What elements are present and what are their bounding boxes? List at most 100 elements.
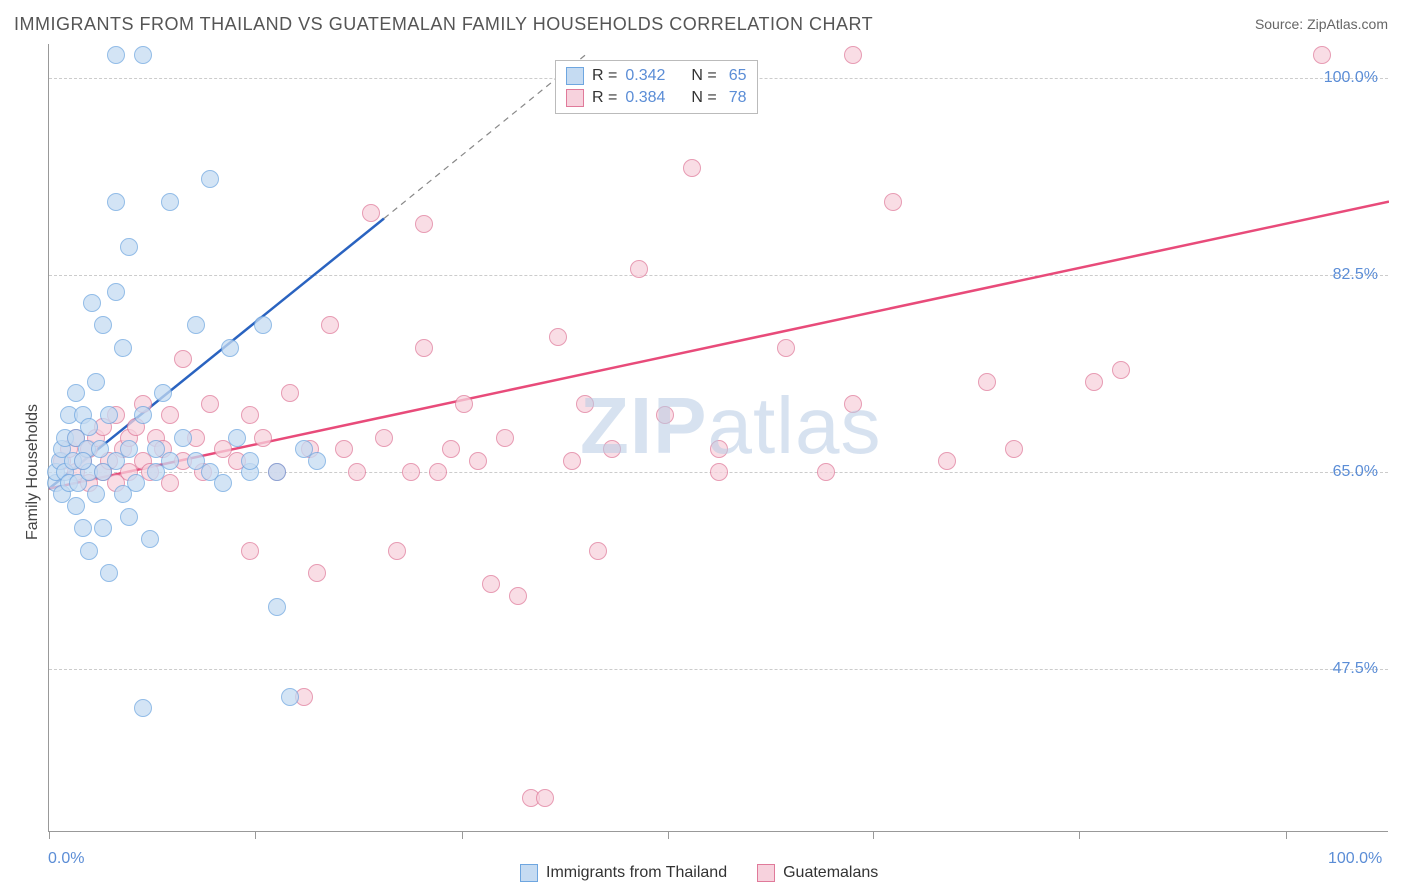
guatemalans-point bbox=[348, 463, 366, 481]
thailand-point bbox=[228, 429, 246, 447]
x-tick bbox=[873, 831, 874, 839]
thailand-point bbox=[308, 452, 326, 470]
source-name: ZipAtlas.com bbox=[1307, 16, 1388, 32]
x-tick bbox=[462, 831, 463, 839]
guatemalans-point bbox=[777, 339, 795, 357]
guatemalans-point bbox=[335, 440, 353, 458]
guatemalans-point bbox=[603, 440, 621, 458]
thailand-point bbox=[120, 508, 138, 526]
x-axis-label: 0.0% bbox=[48, 850, 84, 868]
source-label: Source: bbox=[1255, 16, 1307, 32]
guatemalans-point bbox=[415, 215, 433, 233]
thailand-point bbox=[174, 429, 192, 447]
legend-label: Guatemalans bbox=[783, 864, 878, 882]
guatemalans-point bbox=[884, 193, 902, 211]
y-tick-label: 100.0% bbox=[1324, 69, 1378, 87]
thailand-point bbox=[221, 339, 239, 357]
x-tick bbox=[49, 831, 50, 839]
guatemalans-point bbox=[429, 463, 447, 481]
guatemalans-point bbox=[469, 452, 487, 470]
thailand-point bbox=[281, 688, 299, 706]
source-attribution: Source: ZipAtlas.com bbox=[1255, 16, 1388, 32]
guatemalans-point bbox=[402, 463, 420, 481]
guatemalans-point bbox=[201, 395, 219, 413]
guatemalans-point bbox=[656, 406, 674, 424]
n-value: 78 bbox=[729, 89, 747, 107]
guatemalans-point bbox=[1112, 361, 1130, 379]
thailand-point bbox=[91, 440, 109, 458]
thailand-point bbox=[161, 193, 179, 211]
thailand-point bbox=[268, 463, 286, 481]
thailand-point bbox=[201, 170, 219, 188]
guatemalans-point bbox=[683, 159, 701, 177]
thailand-point bbox=[134, 406, 152, 424]
thailand-point bbox=[100, 564, 118, 582]
guatemalans-point bbox=[589, 542, 607, 560]
thailand-point bbox=[127, 474, 145, 492]
guatemalans-point bbox=[844, 46, 862, 64]
thailand-point bbox=[94, 316, 112, 334]
thailand-point bbox=[134, 699, 152, 717]
guatemalans-point bbox=[388, 542, 406, 560]
x-tick bbox=[1079, 831, 1080, 839]
r-label: R = bbox=[592, 67, 617, 85]
guatemalans-point bbox=[844, 395, 862, 413]
guatemalans-point bbox=[938, 452, 956, 470]
guatemalans-point bbox=[1005, 440, 1023, 458]
legend-swatch bbox=[520, 864, 538, 882]
thailand-point bbox=[241, 452, 259, 470]
guatemalans-point bbox=[978, 373, 996, 391]
r-label: R = bbox=[592, 89, 617, 107]
legend-label: Immigrants from Thailand bbox=[546, 864, 727, 882]
thailand-point bbox=[120, 238, 138, 256]
guatemalans-point bbox=[241, 542, 259, 560]
thailand-point bbox=[74, 519, 92, 537]
guatemalans-point bbox=[509, 587, 527, 605]
r-value: 0.384 bbox=[625, 89, 665, 107]
guatemalans-point bbox=[630, 260, 648, 278]
trend-lines bbox=[49, 44, 1389, 832]
thailand-point bbox=[80, 418, 98, 436]
n-label: N = bbox=[691, 67, 716, 85]
guatemalans-point bbox=[415, 339, 433, 357]
plot-area: 100.0%82.5%65.0%47.5% bbox=[48, 44, 1388, 832]
y-tick-label: 65.0% bbox=[1333, 463, 1378, 481]
thailand-point bbox=[107, 283, 125, 301]
guatemalans-point bbox=[442, 440, 460, 458]
stats-legend-row: R =0.384N =78 bbox=[566, 87, 747, 109]
guatemalans-point bbox=[710, 440, 728, 458]
x-tick bbox=[1286, 831, 1287, 839]
guatemalans-point bbox=[308, 564, 326, 582]
guatemalans-point bbox=[455, 395, 473, 413]
thailand-point bbox=[100, 406, 118, 424]
thailand-point bbox=[87, 485, 105, 503]
thailand-point bbox=[134, 46, 152, 64]
thailand-point bbox=[141, 530, 159, 548]
legend-swatch bbox=[566, 89, 584, 107]
r-value: 0.342 bbox=[625, 67, 665, 85]
thailand-point bbox=[74, 452, 92, 470]
thailand-point bbox=[67, 384, 85, 402]
thailand-point bbox=[83, 294, 101, 312]
guatemalans-point bbox=[362, 204, 380, 222]
n-value: 65 bbox=[729, 67, 747, 85]
thailand-point bbox=[67, 497, 85, 515]
x-axis-label: 100.0% bbox=[1328, 850, 1382, 868]
guatemalans-point bbox=[576, 395, 594, 413]
thailand-point bbox=[120, 440, 138, 458]
guatemalans-point bbox=[482, 575, 500, 593]
guatemalans-point bbox=[321, 316, 339, 334]
thailand-point bbox=[107, 193, 125, 211]
x-tick bbox=[255, 831, 256, 839]
thailand-point bbox=[87, 373, 105, 391]
guatemalans-point bbox=[549, 328, 567, 346]
chart-title: IMMIGRANTS FROM THAILAND VS GUATEMALAN F… bbox=[14, 14, 873, 35]
thailand-point bbox=[147, 440, 165, 458]
guatemalans-point bbox=[375, 429, 393, 447]
guatemalans-point bbox=[536, 789, 554, 807]
guatemalans-point bbox=[161, 406, 179, 424]
y-tick-label: 82.5% bbox=[1333, 266, 1378, 284]
x-tick bbox=[668, 831, 669, 839]
gridline bbox=[49, 669, 1388, 670]
thailand-point bbox=[94, 519, 112, 537]
